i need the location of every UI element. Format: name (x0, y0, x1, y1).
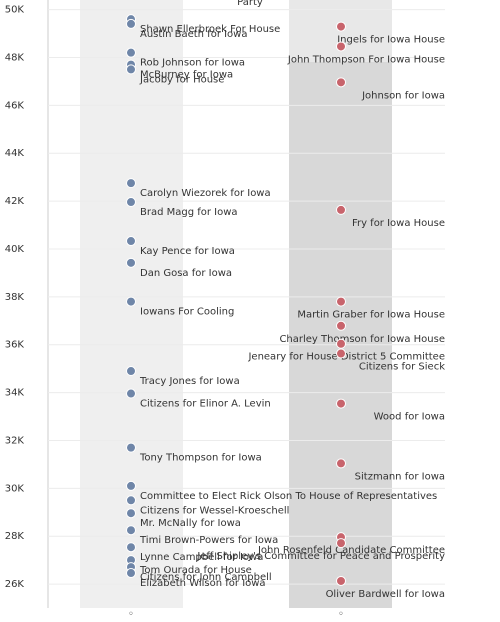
y-tick-label: 46K (5, 100, 25, 111)
dot (126, 388, 136, 399)
dot (336, 296, 346, 307)
dot (336, 348, 346, 359)
point-label: Lynne Campbell for Iowa (140, 552, 263, 563)
dot (336, 575, 346, 586)
point-label: Ingels for Iowa House (337, 35, 445, 46)
dot (126, 480, 136, 491)
y-tick-label: 42K (5, 196, 25, 207)
dot (126, 542, 136, 553)
point-label: Charley Thomson for Iowa House (279, 334, 445, 345)
point-label: John Thompson For Iowa House (287, 54, 445, 65)
point-label: Martin Graber for Iowa House (297, 310, 445, 321)
point-label: Carolyn Wiezorek for Iowa (140, 188, 271, 199)
point-label: Timi Brown-Powers for Iowa (139, 535, 278, 546)
point-label: Oliver Bardwell for Iowa (326, 589, 445, 600)
dot (126, 178, 136, 189)
dot (126, 568, 136, 579)
point-label: Citizens for John Campbell (140, 572, 272, 583)
dot (126, 257, 136, 268)
point-label: McBurney for Iowa (140, 70, 233, 81)
dot (126, 495, 136, 506)
chart-title: Party (237, 0, 263, 8)
dot (336, 77, 346, 88)
point-label: John Rosenfeld Candidate Committee (257, 545, 445, 556)
y-tick-label: 34K (5, 388, 25, 399)
dot (126, 64, 136, 75)
point-label: Rob Johnson for Iowa (140, 58, 245, 69)
x-marker: ◦ (338, 609, 344, 618)
y-tick-label: 48K (5, 52, 25, 63)
dot (126, 366, 136, 377)
point-label: Tom Ourada for House (139, 565, 252, 576)
y-tick-label: 36K (5, 340, 25, 351)
dot (336, 338, 346, 349)
dot (126, 442, 136, 453)
y-tick-label: 40K (5, 244, 25, 255)
point-label: Iowans For Cooling (140, 307, 234, 318)
dot (336, 320, 346, 331)
dot (126, 525, 136, 536)
point-label: Elizabeth Wilson for Iowa (140, 578, 266, 589)
point-label: Wood for Iowa (374, 412, 445, 423)
dot (126, 18, 136, 29)
point-label: Tracy Jones for Iowa (139, 376, 240, 387)
y-tick-label: 32K (5, 435, 25, 446)
dot (126, 236, 136, 247)
point-label: Citizens for Sieck (359, 362, 445, 373)
point-label: Shawn Ellerbroek For House (140, 24, 280, 35)
dot (336, 41, 346, 52)
y-tick-label: 26K (5, 579, 25, 590)
dot (336, 458, 346, 469)
point-label: Mr. McNally for Iowa (140, 518, 241, 529)
point-label: Sitzmann for Iowa (355, 471, 445, 482)
dot (336, 21, 346, 32)
point-label: Johnson for Iowa (361, 90, 445, 101)
dot (126, 197, 136, 208)
point-label: Jeneary for House District 5 Committee (247, 352, 445, 363)
point-label: Dan Gosa for Iowa (140, 268, 232, 279)
point-label: Kay Pence for Iowa (140, 246, 235, 257)
dot (126, 296, 136, 307)
point-label: Brad Magg for Iowa (140, 207, 238, 218)
dot (336, 204, 346, 215)
point-label: Fry for Iowa House (352, 218, 445, 229)
point-label: Austin Baeth for Iowa (140, 29, 248, 40)
dot (126, 47, 136, 58)
point-label: Citizens for Wessel-Kroeschell (140, 505, 289, 516)
point-label: Jacoby for House (139, 74, 224, 85)
point-label: Committee to Elect Rick Olson To House o… (140, 491, 437, 502)
dot (126, 508, 136, 519)
y-tick-label: 28K (5, 531, 25, 542)
y-tick-label: 30K (5, 483, 25, 494)
dot (336, 398, 346, 409)
dot (336, 538, 346, 549)
y-tick-label: 38K (5, 292, 25, 303)
point-label: Tony Thompson for Iowa (139, 453, 262, 464)
x-marker: ◦ (128, 609, 134, 618)
point-label: Jeff Shipley's Committee for Peace and P… (196, 551, 445, 562)
y-tick-label: 50K (5, 5, 25, 16)
y-tick-label: 44K (5, 148, 25, 159)
point-label: Citizens for Elinor A. Levin (140, 399, 271, 410)
